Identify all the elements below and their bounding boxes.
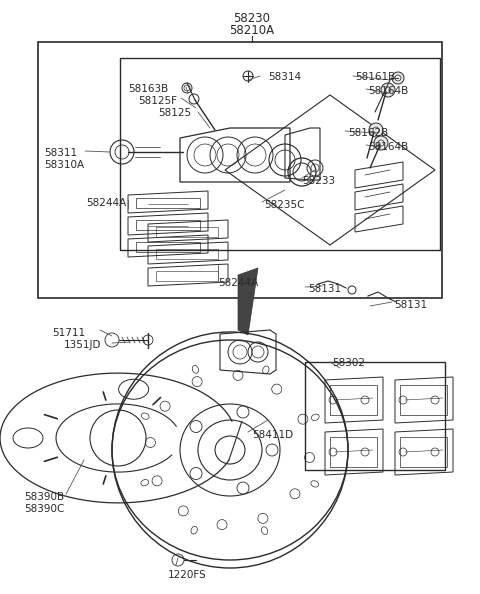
Bar xyxy=(38,42,442,298)
Bar xyxy=(120,58,440,250)
Bar xyxy=(330,437,377,467)
Text: 58210A: 58210A xyxy=(229,24,275,37)
Text: 58164B: 58164B xyxy=(368,86,408,96)
Text: 1351JD: 1351JD xyxy=(64,340,101,350)
Bar xyxy=(330,385,377,415)
Text: 58235C: 58235C xyxy=(264,200,304,210)
Text: 58164B: 58164B xyxy=(368,142,408,152)
Text: 58131: 58131 xyxy=(308,284,341,294)
Circle shape xyxy=(374,136,388,150)
Text: 58125F: 58125F xyxy=(138,96,177,106)
Text: 58314: 58314 xyxy=(268,72,301,82)
Text: 58310A: 58310A xyxy=(44,160,84,170)
Bar xyxy=(400,437,447,467)
Text: 58162B: 58162B xyxy=(348,128,388,138)
Circle shape xyxy=(369,123,383,137)
Bar xyxy=(305,362,445,470)
Bar xyxy=(136,220,200,230)
Text: 58244A: 58244A xyxy=(86,198,126,208)
Text: 58390C: 58390C xyxy=(24,504,64,514)
Text: 58244A: 58244A xyxy=(218,278,258,288)
Polygon shape xyxy=(238,268,258,335)
Bar xyxy=(400,385,447,415)
Text: 58302: 58302 xyxy=(332,358,365,368)
Text: 58390B: 58390B xyxy=(24,492,64,502)
Text: 58161B: 58161B xyxy=(355,72,395,82)
Text: 58163B: 58163B xyxy=(128,84,168,94)
Circle shape xyxy=(381,83,395,97)
Text: 58131: 58131 xyxy=(394,300,427,310)
Bar xyxy=(156,271,218,281)
Text: 58233: 58233 xyxy=(302,176,335,186)
Bar xyxy=(136,242,200,252)
Text: 58125: 58125 xyxy=(158,108,191,118)
Text: 51711: 51711 xyxy=(52,328,85,338)
Text: 58411D: 58411D xyxy=(252,430,293,440)
Bar xyxy=(136,198,200,208)
Bar xyxy=(156,227,218,237)
Bar xyxy=(156,249,218,259)
Text: 1220FS: 1220FS xyxy=(168,570,207,580)
Circle shape xyxy=(392,72,404,84)
Text: 58230: 58230 xyxy=(233,12,271,25)
Text: 58311: 58311 xyxy=(44,148,77,158)
